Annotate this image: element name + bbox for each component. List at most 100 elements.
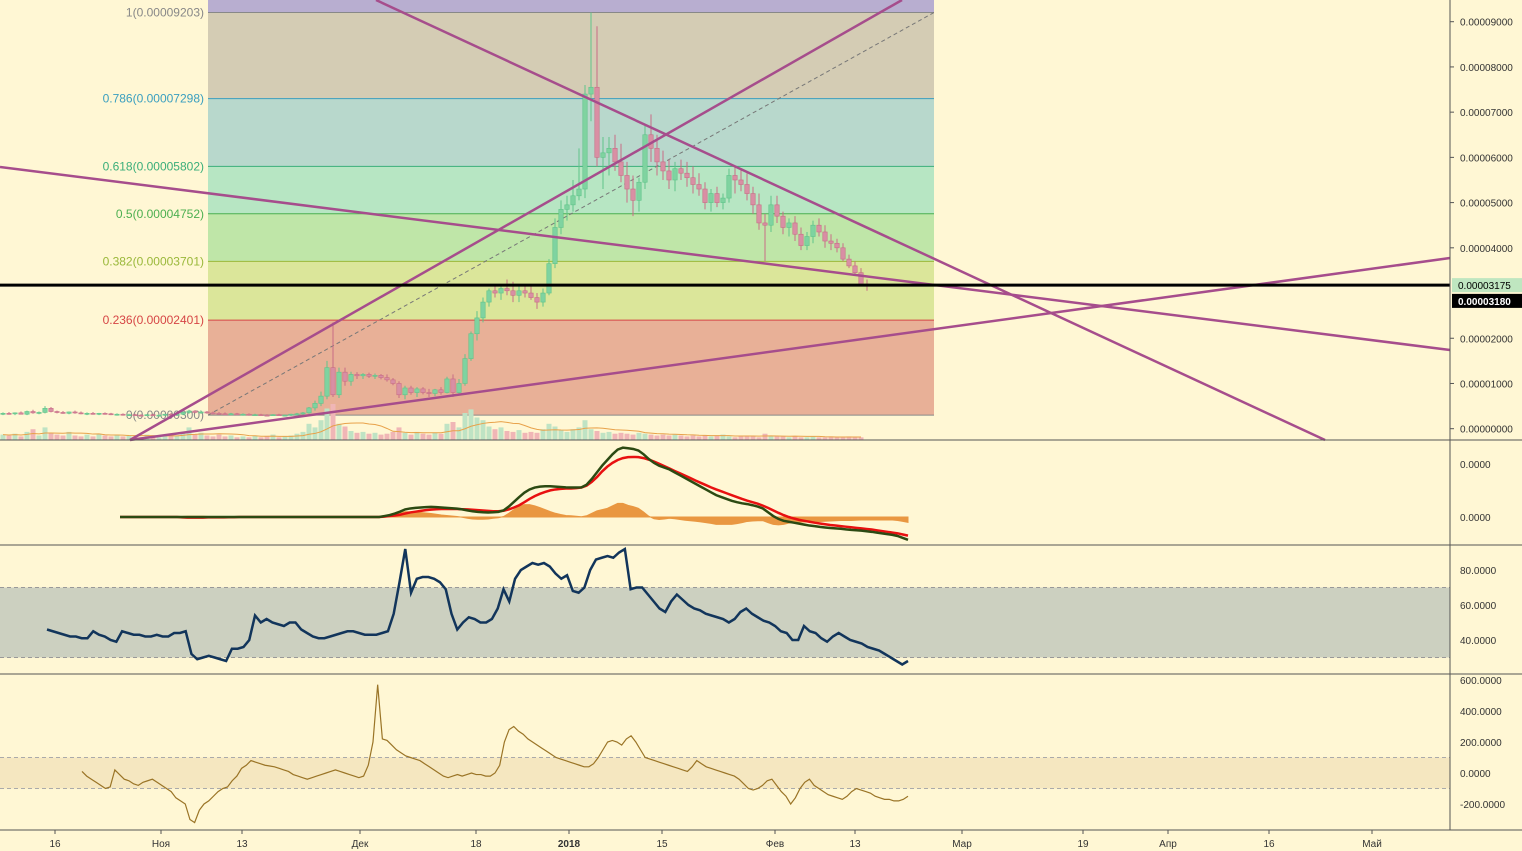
volume-bar [426, 434, 432, 440]
candle-body [780, 215, 786, 228]
volume-bar [354, 432, 360, 440]
candlesticks[interactable] [0, 12, 870, 417]
volume-bar [150, 436, 156, 440]
candle-body [18, 412, 24, 415]
candle-body [258, 414, 264, 416]
rsi-pane [0, 546, 1450, 666]
rsi-tick-label: 40.0000 [1460, 636, 1497, 647]
candle-body [246, 413, 252, 416]
candle-body [660, 161, 666, 172]
volume-bar [84, 434, 90, 440]
volume-bar [30, 429, 36, 440]
volume-bar [162, 435, 168, 440]
candle-body [540, 292, 546, 303]
candle-body [6, 413, 12, 415]
candle-body [300, 412, 306, 415]
candle-body [492, 290, 498, 294]
candle-body [60, 412, 66, 414]
candle-body [612, 148, 618, 163]
candle-body [762, 222, 768, 226]
cci-pane [0, 684, 1450, 824]
candle-body [192, 410, 198, 413]
candle-body [738, 179, 744, 185]
candle-body [36, 412, 42, 414]
volume-bar [246, 437, 252, 440]
fib-band-top [208, 0, 934, 13]
candle-body [480, 301, 486, 319]
volume-bar [492, 429, 498, 440]
volume-bar [408, 434, 414, 440]
candle-body [654, 148, 660, 163]
candle-body [498, 288, 504, 294]
candle-body [474, 317, 480, 335]
candle-body [804, 236, 810, 246]
volume-bar [18, 436, 24, 440]
candle-body [162, 413, 168, 416]
candle-body [594, 86, 600, 158]
time-tick-label: 13 [236, 839, 248, 850]
volume-bar [396, 427, 402, 440]
volume-bar [432, 432, 438, 440]
price-tick-label: 0.00009000 [1460, 18, 1513, 29]
candle-body [324, 367, 330, 397]
volume-bar [480, 420, 486, 440]
hline-price-label: 0.00003175 [1458, 281, 1511, 292]
candle-body [420, 388, 426, 393]
volume-bar [288, 435, 294, 440]
candle-body [570, 195, 576, 206]
volume-bar [168, 433, 174, 440]
rsi-line [46, 546, 909, 666]
candle-body [330, 367, 336, 396]
candle-body [276, 414, 282, 416]
volume-bar [840, 437, 846, 440]
candle-body [462, 358, 468, 384]
candle-body [432, 389, 438, 394]
fibonacci-retracement[interactable]: 1(0.00009203) 0.786(0.00007298) 0.618(0.00… [103, 0, 935, 422]
volume-bar [180, 431, 186, 440]
candle-body [402, 387, 408, 396]
candle-body [516, 290, 522, 296]
moving-average [2, 421, 861, 438]
candle-body [774, 204, 780, 217]
candle-body [132, 414, 138, 416]
time-tick-label: Май [1362, 839, 1382, 850]
trend-lines[interactable] [0, 0, 1451, 442]
volume-bar [720, 434, 726, 440]
candle-body [750, 193, 756, 206]
price-tick-label: 0.00005000 [1460, 199, 1513, 210]
candle-body [396, 383, 402, 396]
cci-tick-label: 200.0000 [1460, 738, 1502, 749]
candle-body [360, 374, 366, 377]
volume-bar [522, 432, 528, 440]
volume-bar [534, 432, 540, 440]
candle-body [558, 209, 564, 228]
volume-bar [72, 435, 78, 440]
volume-bar [588, 429, 594, 440]
candle-body [72, 411, 78, 414]
candle-body [138, 414, 144, 417]
price-tick-label: 0.00007000 [1460, 108, 1513, 119]
volume-bar [54, 434, 60, 440]
volume-bar [744, 435, 750, 440]
volume-bar [222, 436, 228, 440]
volume-bar [690, 435, 696, 440]
volume-bar [486, 426, 492, 440]
candle-body [144, 414, 150, 416]
volume-bar [462, 413, 468, 440]
candle-body [348, 374, 354, 382]
candle-body [48, 408, 54, 412]
fib-level-label: 0.618(0.00005802) [103, 159, 204, 173]
volume-bar [756, 437, 762, 440]
volume-bar [552, 426, 558, 440]
volume-bar [264, 436, 270, 440]
candle-body [96, 413, 102, 415]
trend-line [0, 165, 1451, 352]
candle-body [714, 193, 720, 203]
volume-bar [330, 404, 336, 440]
volume-bar [666, 435, 672, 440]
volume-bar [726, 436, 732, 440]
fib-level-label: 0.786(0.00007298) [103, 92, 204, 106]
candle-body [180, 412, 186, 415]
candle-body [336, 371, 342, 396]
